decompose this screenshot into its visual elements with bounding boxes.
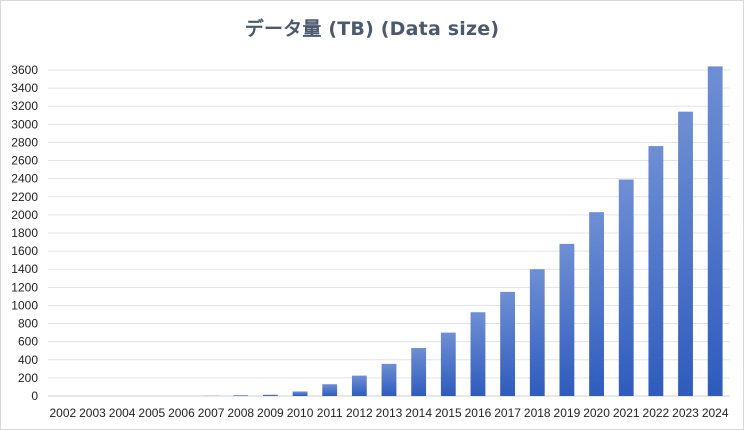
bars	[203, 66, 723, 397]
bar-2023	[678, 111, 693, 397]
y-tick-label: 2200	[11, 190, 38, 204]
x-tick-label: 2002	[49, 406, 76, 420]
y-tick-label: 600	[18, 335, 38, 349]
bar-2015	[440, 332, 456, 396]
bar-2016	[470, 312, 486, 396]
bar-2021	[618, 179, 634, 396]
y-axis: 0 200 400 600 800 1000 1200 1400 1600 1800 2000 220…	[11, 63, 38, 403]
bar-2018	[529, 269, 545, 396]
bar-2010	[292, 391, 308, 396]
x-tick-label: 2015	[435, 406, 462, 420]
bar-2022	[648, 146, 664, 396]
bar-2011	[322, 384, 338, 396]
x-tick-label: 2022	[643, 406, 670, 420]
y-tick-label: 800	[18, 317, 38, 331]
bar-2013	[381, 363, 397, 396]
x-axis: 2002 2003 2004 2005 2006 2007 2008 2009 2010 2011…	[49, 406, 728, 420]
bar-2012	[351, 375, 367, 396]
y-tick-label: 3400	[11, 81, 38, 95]
x-tick-label: 2014	[405, 406, 432, 420]
x-tick-label: 2019	[554, 406, 581, 420]
x-tick-label: 2013	[376, 406, 403, 420]
y-tick-label: 3200	[11, 99, 38, 113]
x-tick-label: 2017	[494, 406, 521, 420]
x-tick-label: 2005	[138, 406, 165, 420]
bar-2017	[500, 291, 516, 396]
bar-2024	[707, 66, 723, 396]
x-tick-label: 2020	[583, 406, 610, 420]
x-tick-label: 2018	[524, 406, 551, 420]
x-tick-label: 2021	[613, 406, 640, 420]
y-tick-label: 1600	[11, 244, 38, 258]
x-tick-label: 2009	[257, 406, 284, 420]
bar-2020	[589, 212, 604, 396]
gridlines	[48, 69, 730, 397]
x-tick-label: 2006	[168, 406, 195, 420]
y-tick-label: 2800	[11, 135, 38, 149]
y-tick-label: 3600	[11, 63, 38, 77]
x-tick-label: 2010	[287, 406, 314, 420]
x-tick-label: 2004	[109, 406, 136, 420]
chart-title: データ量 (TB) (Data size)	[244, 18, 500, 40]
x-tick-label: 2012	[346, 406, 373, 420]
x-tick-label: 2003	[79, 406, 106, 420]
y-tick-label: 200	[18, 371, 38, 385]
x-tick-label: 2023	[672, 406, 699, 420]
x-tick-label: 2024	[702, 406, 729, 420]
y-tick-label: 2400	[11, 172, 38, 186]
y-tick-label: 400	[18, 353, 38, 367]
y-tick-label: 1800	[11, 226, 38, 240]
x-tick-label: 2007	[198, 406, 225, 420]
x-tick-label: 2008	[227, 406, 254, 420]
y-tick-label: 3000	[11, 117, 38, 131]
x-tick-label: 2016	[465, 406, 492, 420]
y-tick-label: 1200	[11, 280, 38, 294]
bar-2009	[262, 394, 278, 396]
y-tick-label: 0	[31, 389, 38, 403]
y-tick-label: 2600	[11, 154, 38, 168]
bar-2014	[411, 348, 427, 396]
bar-2008	[233, 395, 249, 396]
y-tick-label: 1000	[11, 298, 38, 312]
bar-2019	[559, 243, 575, 396]
y-tick-label: 1400	[11, 262, 38, 276]
x-tick-label: 2011	[317, 406, 343, 420]
y-tick-label: 2000	[11, 208, 38, 222]
